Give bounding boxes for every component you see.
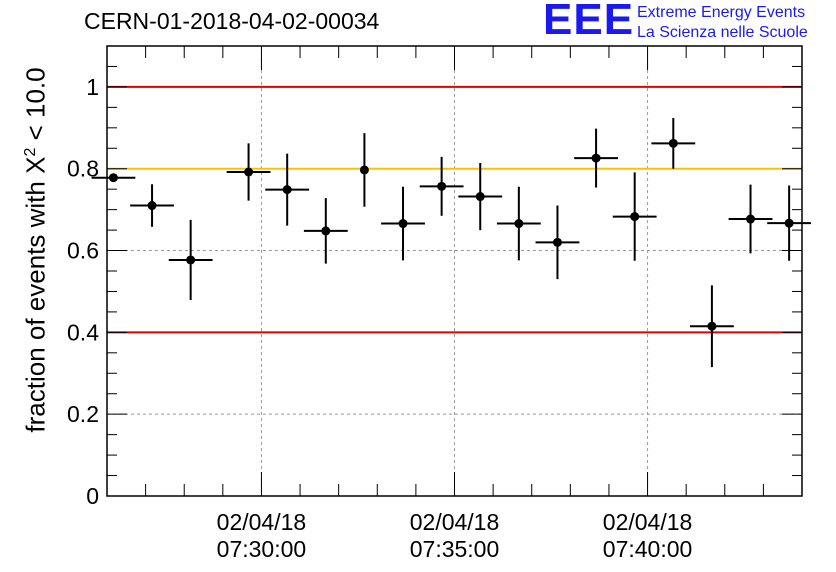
- y-axis-label-suffix: < 10.0: [20, 67, 51, 148]
- data-point: [108, 173, 118, 183]
- data-point: [359, 165, 369, 175]
- data-point: [668, 138, 678, 148]
- y-tick-label: 1: [86, 74, 99, 100]
- data-point: [398, 219, 408, 229]
- data-point: [514, 219, 524, 229]
- data-point: [746, 214, 756, 224]
- data-point: [186, 255, 196, 265]
- data-point: [244, 167, 254, 177]
- data-point: [437, 181, 447, 191]
- data-point: [147, 201, 157, 211]
- logo-mark: EEE: [543, 0, 635, 44]
- data-point: [707, 321, 717, 331]
- y-tick-label: 0: [86, 483, 99, 509]
- x-tick-label-time: 07:35:00: [410, 536, 500, 562]
- y-axis-label-sup: 2: [21, 147, 39, 157]
- y-tick-label: 0.6: [67, 238, 99, 264]
- x-tick-label-date: 02/04/18: [217, 509, 307, 535]
- data-point: [282, 185, 292, 195]
- y-axis-label: fraction of events with X2 < 10.0: [21, 67, 52, 432]
- data-point: [321, 226, 331, 236]
- logo-line-1: Extreme Energy Events: [637, 4, 806, 21]
- x-tick-label-time: 07:40:00: [603, 536, 693, 562]
- data-point: [630, 212, 640, 222]
- logo-line-2: La Scienza nelle Scuole: [637, 24, 808, 41]
- data-point: [475, 192, 485, 202]
- chart-title: CERN-01-2018-04-02-00034: [84, 8, 380, 34]
- x-tick-label-date: 02/04/18: [410, 509, 500, 535]
- x-tick-label-date: 02/04/18: [603, 509, 693, 535]
- data-point: [552, 237, 562, 247]
- data-point: [784, 218, 794, 228]
- y-tick-label: 0.2: [67, 401, 99, 427]
- y-axis-label-prefix: fraction of events with X: [20, 156, 51, 433]
- data-point: [591, 153, 601, 163]
- y-tick-label: 0.4: [67, 319, 99, 345]
- x-tick-label-time: 07:30:00: [217, 536, 307, 562]
